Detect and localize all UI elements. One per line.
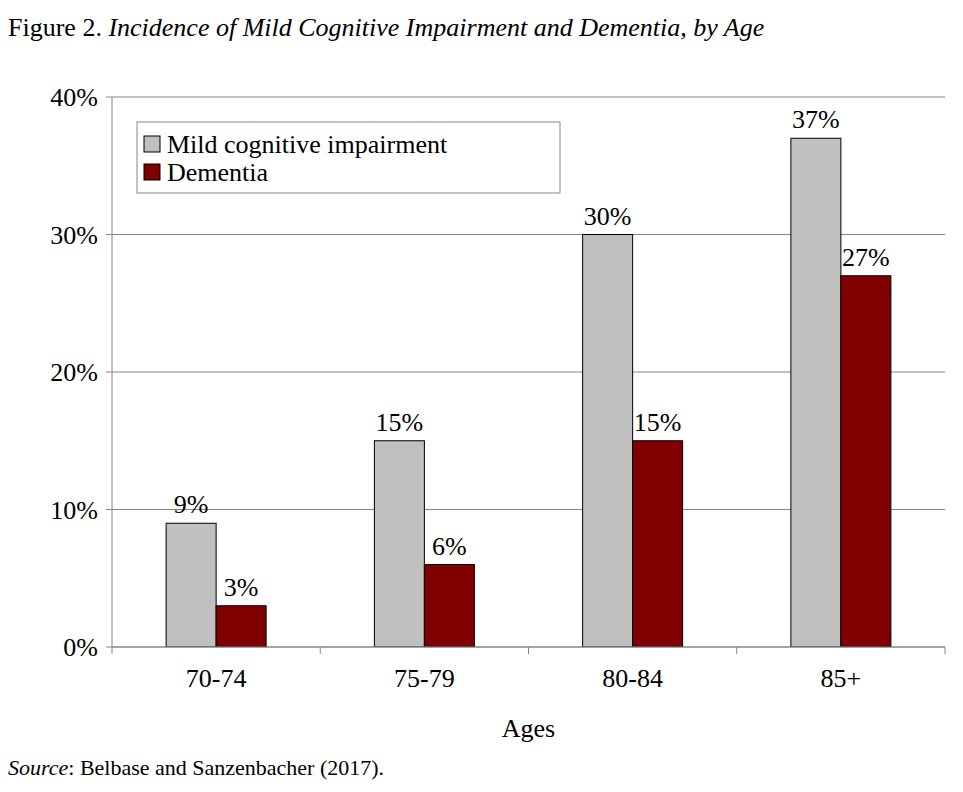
grid-line bbox=[112, 97, 945, 98]
bar bbox=[166, 523, 216, 647]
y-tick-label: 40% bbox=[50, 83, 98, 112]
data-label: 15% bbox=[634, 408, 682, 437]
source-note: Source: Belbase and Sanzenbacher (2017). bbox=[8, 755, 384, 780]
x-tick bbox=[736, 647, 737, 654]
data-label: 27% bbox=[842, 243, 890, 272]
legend-box bbox=[137, 122, 560, 193]
bar bbox=[633, 441, 683, 647]
y-tick-label: 0% bbox=[63, 633, 98, 662]
x-tick bbox=[112, 647, 113, 654]
data-label: 9% bbox=[174, 490, 209, 519]
x-tick-label: 70-74 bbox=[186, 664, 247, 693]
y-tick bbox=[106, 647, 112, 648]
bars bbox=[166, 138, 891, 647]
x-tick-label: 80-84 bbox=[602, 664, 663, 693]
data-label: 30% bbox=[584, 202, 632, 231]
y-tick bbox=[106, 372, 112, 373]
legend-swatch bbox=[144, 164, 160, 180]
x-tick bbox=[320, 647, 321, 654]
data-label: 15% bbox=[376, 408, 424, 437]
bar bbox=[424, 565, 474, 648]
data-label: 6% bbox=[432, 532, 467, 561]
bar bbox=[583, 235, 633, 648]
x-tick-label: 75-79 bbox=[394, 664, 455, 693]
x-tick-label: 85+ bbox=[821, 664, 862, 693]
y-axis bbox=[112, 97, 113, 647]
y-tick bbox=[106, 234, 112, 235]
legend-label: Dementia bbox=[167, 158, 269, 187]
bar bbox=[791, 138, 841, 647]
x-tick bbox=[528, 647, 529, 654]
y-tick bbox=[106, 97, 112, 98]
x-axis-label: Ages bbox=[502, 714, 555, 743]
y-tick-label: 20% bbox=[50, 358, 98, 387]
chart: Figure 2. Incidence of Mild Cognitive Im… bbox=[0, 0, 963, 792]
legend-label: Mild cognitive impairment bbox=[167, 130, 448, 159]
bar bbox=[374, 441, 424, 647]
legend: Mild cognitive impairmentDementia bbox=[137, 122, 560, 193]
x-tick bbox=[945, 647, 946, 654]
data-label: 3% bbox=[224, 573, 259, 602]
legend-swatch bbox=[144, 136, 160, 152]
bar bbox=[841, 276, 891, 647]
bar bbox=[216, 606, 266, 647]
y-tick-label: 30% bbox=[50, 221, 98, 250]
title: Figure 2. Incidence of Mild Cognitive Im… bbox=[8, 13, 764, 42]
y-tick-label: 10% bbox=[50, 496, 98, 525]
y-tick bbox=[106, 509, 112, 510]
data-label: 37% bbox=[792, 105, 840, 134]
